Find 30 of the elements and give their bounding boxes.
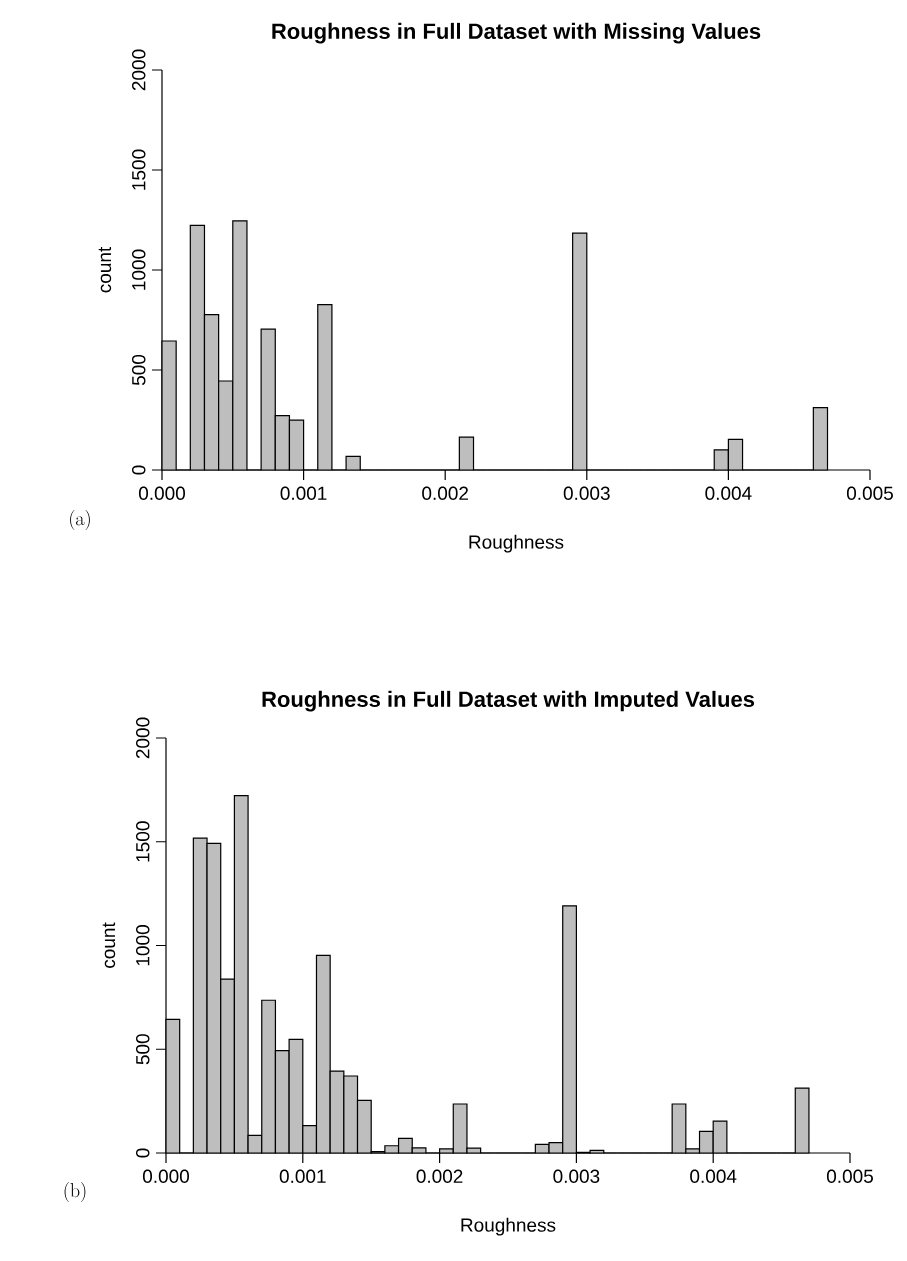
chart-title: Roughness in Full Dataset with Imputed Values xyxy=(262,690,755,712)
x-axis-title: Roughness xyxy=(469,534,564,553)
y-tick-label: 1500 xyxy=(132,149,146,190)
chart-title: Roughness in Full Dataset with Missing Values xyxy=(272,22,761,44)
y-tick-label: 1000 xyxy=(132,249,146,290)
text: (a) xyxy=(70,510,90,530)
y-tick-label: 0 xyxy=(136,1148,150,1158)
x-tick-label: 0.001 xyxy=(280,486,327,500)
y-tick-label: 1000 xyxy=(136,925,150,966)
x-tick-label: 0.000 xyxy=(138,486,186,500)
y-tick-label: 2000 xyxy=(132,49,146,91)
y-tick-label: 500 xyxy=(136,1034,150,1065)
x-tick-label: 0.002 xyxy=(416,1169,463,1183)
x-tick-label: 0.000 xyxy=(142,1169,190,1183)
x-tick-label: 0.004 xyxy=(705,486,752,500)
y-tick-label: 500 xyxy=(132,354,146,386)
x-tick-label: 0.005 xyxy=(846,486,893,500)
x-tick-label: 0.005 xyxy=(826,1169,873,1183)
text: (b) xyxy=(64,1182,86,1202)
x-tick-label: 0.003 xyxy=(553,1169,600,1183)
x-tick-label: 0.002 xyxy=(422,486,469,500)
x-tick-label: 0.003 xyxy=(563,486,610,500)
x-tick-label: 0.001 xyxy=(279,1169,326,1183)
y-axis-title: count xyxy=(102,922,116,968)
y-tick-label: 2000 xyxy=(136,717,150,759)
y-axis-title: count xyxy=(98,246,112,293)
x-axis-title: Roughness xyxy=(461,1217,556,1236)
x-tick-label: 0.004 xyxy=(690,1169,737,1183)
y-tick-label: 1500 xyxy=(136,821,150,862)
y-tick-label: 0 xyxy=(132,465,146,475)
